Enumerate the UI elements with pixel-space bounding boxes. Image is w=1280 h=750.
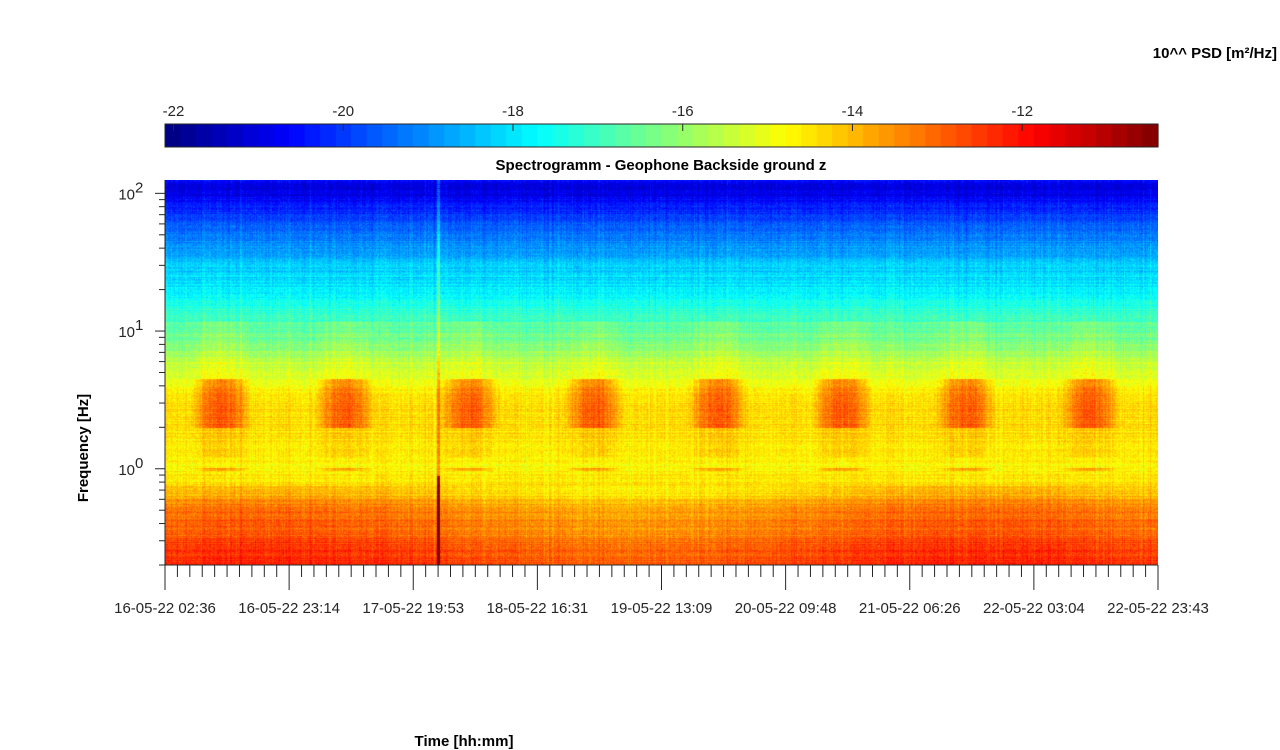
- y-tick-label: 10: [118, 324, 135, 341]
- x-axis-label: Time [hh:mm]: [415, 733, 514, 750]
- colorbar-cell: [382, 124, 399, 147]
- colorbar-cell: [397, 124, 414, 147]
- colorbar-cell: [289, 124, 306, 147]
- colorbar-tick-label: -12: [1011, 103, 1033, 120]
- colorbar-cell: [940, 124, 957, 147]
- colorbar-cell: [459, 124, 476, 147]
- colorbar-cell: [1080, 124, 1097, 147]
- colorbar-cell: [1111, 124, 1128, 147]
- colorbar-cell: [351, 124, 368, 147]
- colorbar-tick-label: -14: [842, 103, 864, 120]
- colorbar-cell: [754, 124, 771, 147]
- colorbar-cell: [847, 124, 864, 147]
- x-tick-label: 19-05-22 13:09: [611, 600, 713, 617]
- colorbar-label: 10^^ PSD [m²/Hz]: [1153, 45, 1277, 62]
- colorbar: -22 -20 -18 -16 -14 -12: [163, 103, 1159, 148]
- colorbar-cell: [1142, 124, 1159, 147]
- colorbar-cell: [630, 124, 647, 147]
- colorbar-cell: [537, 124, 554, 147]
- colorbar-cell: [428, 124, 445, 147]
- colorbar-cell: [258, 124, 275, 147]
- colorbar-cell: [211, 124, 228, 147]
- colorbar-cell: [863, 124, 880, 147]
- colorbar-cell: [1049, 124, 1066, 147]
- y-tick-exponent: 0: [135, 455, 143, 472]
- colorbar-cell: [785, 124, 802, 147]
- colorbar-cell: [366, 124, 383, 147]
- x-tick-label: 18-05-22 16:31: [487, 600, 589, 617]
- colorbar-cell: [1095, 124, 1113, 147]
- y-axis-label: Frequency [Hz]: [75, 394, 92, 502]
- colorbar-cell: [335, 124, 352, 147]
- colorbar-cell: [832, 124, 849, 147]
- colorbar-tick-label: -22: [163, 103, 185, 120]
- colorbar-tick-label: -16: [672, 103, 694, 120]
- colorbar-cell: [614, 124, 632, 147]
- colorbar-cell: [816, 124, 833, 147]
- colorbar-cell: [1064, 124, 1082, 147]
- colorbar-cell: [909, 124, 926, 147]
- colorbar-cell: [1018, 124, 1035, 147]
- colorbar-cell: [196, 124, 213, 147]
- colorbar-cell: [490, 124, 507, 147]
- colorbar-cell: [801, 124, 818, 147]
- colorbar-cell: [692, 124, 709, 147]
- colorbar-cell: [739, 124, 756, 147]
- x-tick-label: 21-05-22 06:26: [859, 600, 961, 617]
- colorbar-cell: [878, 124, 895, 147]
- colorbar-cell: [1002, 124, 1019, 147]
- colorbar-cell: [677, 124, 694, 147]
- colorbar-cell: [723, 124, 740, 147]
- colorbar-cell: [987, 124, 1004, 147]
- colorbar-cell: [242, 124, 259, 147]
- x-tick-label: 22-05-22 03:04: [983, 600, 1085, 617]
- colorbar-cell: [568, 124, 585, 147]
- x-axis: 16-05-22 02:36 16-05-22 23:14 17-05-22 19:…: [114, 564, 1209, 617]
- colorbar-cell: [227, 124, 244, 147]
- colorbar-cell: [661, 124, 678, 147]
- colorbar-cell: [180, 124, 197, 147]
- chart-title: Spectrogramm - Geophone Backside ground …: [496, 157, 827, 174]
- colorbar-cell: [165, 124, 182, 147]
- colorbar-cell: [645, 124, 663, 147]
- y-tick-exponent: 2: [135, 179, 143, 196]
- y-tick-label: 10: [118, 186, 135, 203]
- colorbar-cell: [894, 124, 911, 147]
- colorbar-cell: [1126, 124, 1144, 147]
- spectrogram-image: [165, 180, 1158, 565]
- colorbar-cell: [1033, 124, 1050, 147]
- colorbar-cell: [273, 124, 290, 147]
- colorbar-cell: [413, 124, 430, 147]
- colorbar-frame: [164, 123, 1159, 148]
- colorbar-cell: [304, 124, 321, 147]
- colorbar-cell: [956, 124, 973, 147]
- colorbar-cell: [708, 124, 725, 147]
- colorbar-cell: [925, 124, 942, 147]
- colorbar-cell: [770, 124, 787, 147]
- y-tick-label: 10: [118, 462, 135, 479]
- colorbar-cell: [521, 124, 538, 147]
- colorbar-cell: [320, 124, 337, 147]
- x-tick-label: 22-05-22 23:43: [1107, 600, 1209, 617]
- colorbar-cell: [552, 124, 570, 147]
- colorbar-cell: [599, 124, 616, 147]
- colorbar-tick-label: -20: [332, 103, 354, 120]
- colorbar-cell: [583, 124, 601, 147]
- colorbar-cell: [506, 124, 523, 147]
- x-tick-label: 20-05-22 09:48: [735, 600, 837, 617]
- colorbar-cell: [971, 124, 988, 147]
- colorbar-cell: [444, 124, 461, 147]
- x-tick-label: 16-05-22 02:36: [114, 600, 216, 617]
- colorbar-tick-label: -18: [502, 103, 524, 120]
- y-tick-exponent: 1: [135, 317, 143, 334]
- x-tick-label: 17-05-22 19:53: [362, 600, 464, 617]
- x-tick-label: 16-05-22 23:14: [238, 600, 340, 617]
- colorbar-cell: [475, 124, 492, 147]
